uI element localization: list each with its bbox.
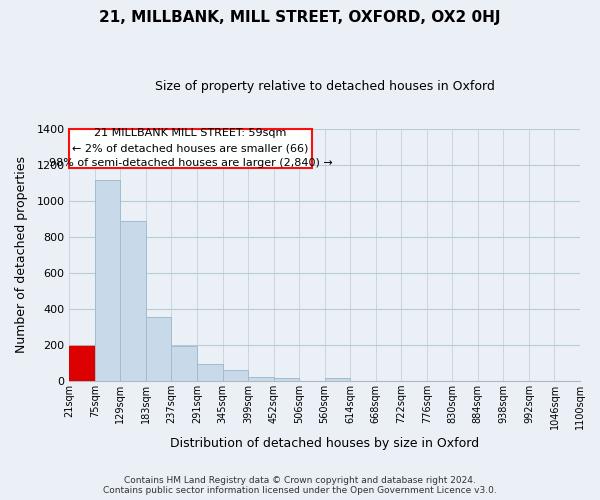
Bar [121, 222, 146, 380]
Bar [70, 346, 95, 380]
Bar [95, 180, 121, 380]
Bar [248, 376, 274, 380]
Bar [223, 370, 248, 380]
Bar [172, 346, 197, 380]
Bar [274, 378, 299, 380]
Bar [146, 317, 172, 380]
Bar [325, 378, 350, 380]
Bar [70, 129, 312, 168]
Y-axis label: Number of detached properties: Number of detached properties [15, 156, 28, 354]
Bar [197, 364, 223, 380]
Text: 21, MILLBANK, MILL STREET, OXFORD, OX2 0HJ: 21, MILLBANK, MILL STREET, OXFORD, OX2 0… [99, 10, 501, 25]
Title: Size of property relative to detached houses in Oxford: Size of property relative to detached ho… [155, 80, 494, 93]
Text: Contains HM Land Registry data © Crown copyright and database right 2024.
Contai: Contains HM Land Registry data © Crown c… [103, 476, 497, 495]
X-axis label: Distribution of detached houses by size in Oxford: Distribution of detached houses by size … [170, 437, 479, 450]
Text: 21 MILLBANK MILL STREET: 59sqm
← 2% of detached houses are smaller (66)
98% of s: 21 MILLBANK MILL STREET: 59sqm ← 2% of d… [49, 128, 332, 168]
